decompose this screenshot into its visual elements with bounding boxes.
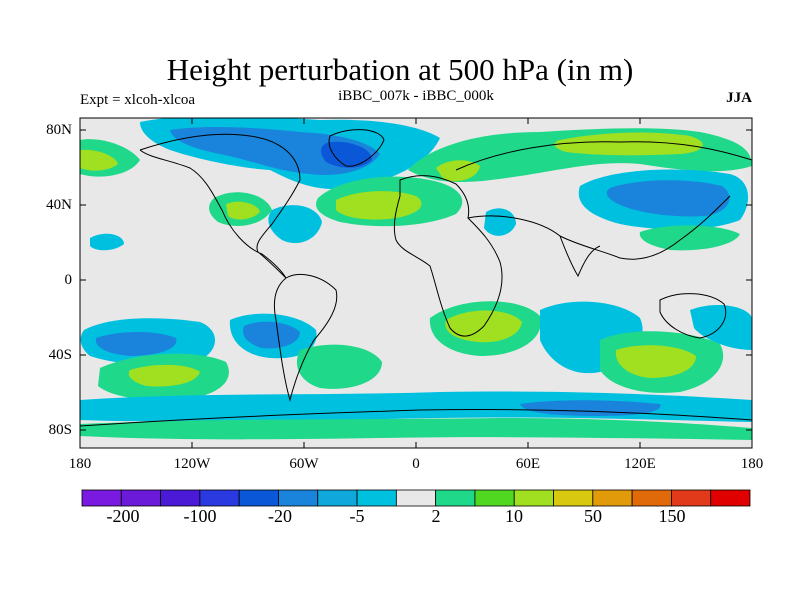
colorbar-box	[592, 489, 633, 507]
map-field	[80, 118, 752, 448]
colorbar-box	[553, 489, 594, 507]
contour-neg-caspian	[484, 208, 516, 236]
colorbar-label: -100	[183, 506, 217, 526]
season-label: JJA	[726, 90, 752, 106]
lon-tick-label: 180	[740, 456, 764, 472]
plot-title: Height perturbation at 500 hPa (in m)	[166, 52, 634, 87]
contour-antarctic-pos	[80, 418, 752, 440]
lon-tick-label: 60E	[515, 456, 541, 472]
lat-tick-label: 40N	[46, 197, 72, 213]
colorbar-label: 2	[431, 506, 441, 526]
colorbar-box	[631, 489, 672, 507]
colorbar-box	[160, 489, 201, 507]
contour-neg-north-america-core	[170, 126, 380, 176]
contour-pos-na-east-core	[226, 201, 260, 220]
lat-tick-label: 80N	[46, 122, 72, 138]
lat-tick-label: 40S	[48, 347, 72, 363]
contour-pos-eurasia-core	[554, 132, 703, 156]
colorbar-box	[671, 489, 712, 507]
coast-australia	[659, 293, 727, 339]
coast-south-america	[273, 274, 338, 402]
colorbar-box	[317, 489, 358, 507]
lon-tick-label: 120W	[173, 456, 211, 472]
contour-antarctic-neg-core	[520, 400, 661, 416]
colorbar-box	[81, 489, 122, 507]
lat-tick-label: 80S	[48, 422, 72, 438]
lon-tick-label: 60W	[289, 456, 319, 472]
contour-neg-australia-south	[690, 304, 752, 350]
contour-pos-south-atlantic	[296, 344, 382, 389]
contour-pos-tropics-asia	[639, 225, 740, 251]
colorbar-box	[238, 489, 279, 507]
coast-antarctica	[80, 408, 752, 427]
contour-pos-south-pacific-core	[128, 364, 200, 387]
coast-europe-africa	[393, 175, 503, 337]
coast-eurasia	[455, 141, 752, 260]
colorbar-label: 50	[584, 506, 602, 526]
coast-greenland	[328, 129, 385, 167]
contour-neg-south-pacific-core	[95, 332, 177, 356]
colorbar-label: 150	[658, 506, 686, 526]
coast-india	[559, 235, 601, 278]
contour-pos-scandinavia	[436, 160, 480, 182]
contour-pos-southern-indian-core	[615, 345, 696, 378]
lat-tick-label: 0	[64, 272, 73, 288]
contour-neg-south-america-core	[242, 321, 300, 349]
experiment-label: Expt = xlcoh-xlcoa	[80, 92, 196, 108]
colorbar-box	[513, 489, 554, 507]
case-label: iBBC_007k - iBBC_000k	[338, 88, 494, 104]
coastlines	[80, 129, 752, 427]
lon-tick-label: 120E	[624, 456, 656, 472]
coast-north-america	[139, 133, 301, 279]
colorbar-box	[474, 489, 515, 507]
contour-neg-asia-core	[606, 180, 730, 217]
colorbar-box	[199, 489, 240, 507]
colorbar-box	[356, 489, 397, 507]
colorbar-box	[278, 489, 319, 507]
axis-ticks	[79, 118, 753, 448]
colorbar-box	[435, 489, 476, 507]
colorbar-label: 10	[505, 506, 523, 526]
colorbar-label: -5	[349, 506, 365, 526]
colorbar-box	[120, 489, 161, 507]
contour-neg-west-pacific	[90, 233, 124, 251]
lon-tick-label: 180	[68, 456, 92, 472]
contour-neg-na-deep	[321, 141, 372, 168]
colorbar-box	[710, 489, 751, 507]
lon-tick-label: 0	[412, 456, 420, 472]
contour-pos-east-pacific-core	[80, 149, 118, 171]
contour-neg-eastern-na	[268, 205, 322, 244]
colorbar-label: -20	[268, 506, 292, 526]
colorbar-label: -200	[106, 506, 140, 526]
colorbar-box	[395, 489, 437, 507]
contour-pos-north-atlantic-core	[336, 191, 422, 220]
colorbar	[81, 489, 751, 507]
